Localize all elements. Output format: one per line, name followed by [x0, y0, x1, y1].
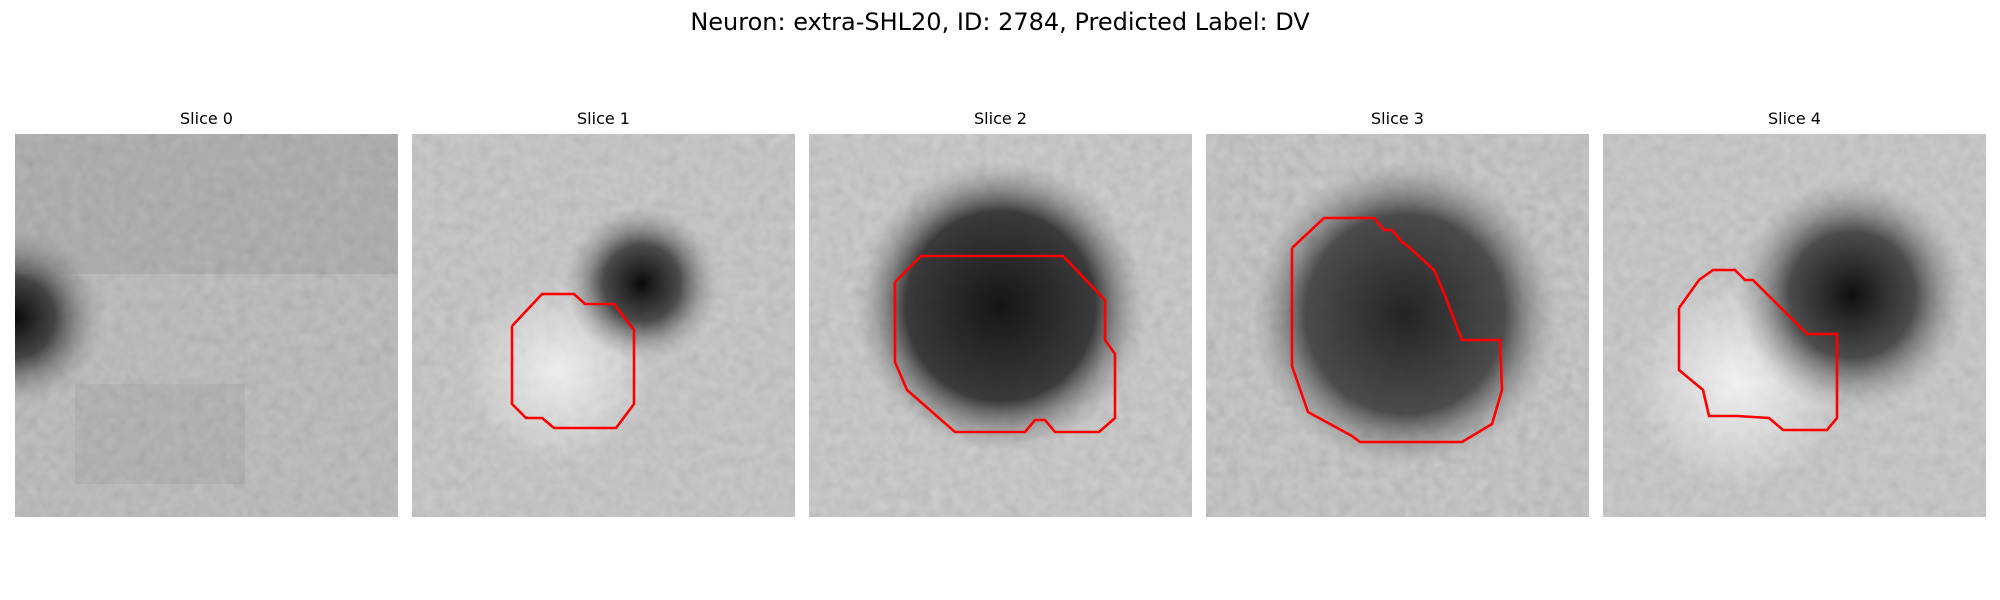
figure-title: Neuron: extra-SHL20, ID: 2784, Predicted…: [690, 8, 1310, 36]
slice-panel-2: Slice 2: [809, 108, 1192, 518]
slice-title-1: Slice 1: [577, 109, 630, 128]
slice-title-4: Slice 4: [1768, 109, 1821, 128]
slice-image-3: [1206, 134, 1589, 517]
slice-image-0: [15, 134, 398, 517]
slice-title-2: Slice 2: [974, 109, 1027, 128]
slice-title-3: Slice 3: [1371, 109, 1424, 128]
slice-panel-3: Slice 3: [1206, 108, 1589, 518]
slice-image-2: [809, 134, 1192, 517]
slice-image-1: [412, 134, 795, 517]
roi-contour-2: [893, 254, 1117, 434]
roi-contour-1: [510, 292, 636, 430]
slice-panel-0: Slice 0: [15, 108, 398, 518]
slice-title-0: Slice 0: [180, 109, 233, 128]
slice-image-4: [1603, 134, 1986, 517]
roi-contour-3: [1290, 216, 1504, 444]
slice-panel-4: Slice 4: [1603, 108, 1986, 518]
roi-contour-4: [1677, 268, 1839, 432]
slice-panel-1: Slice 1: [412, 108, 795, 518]
